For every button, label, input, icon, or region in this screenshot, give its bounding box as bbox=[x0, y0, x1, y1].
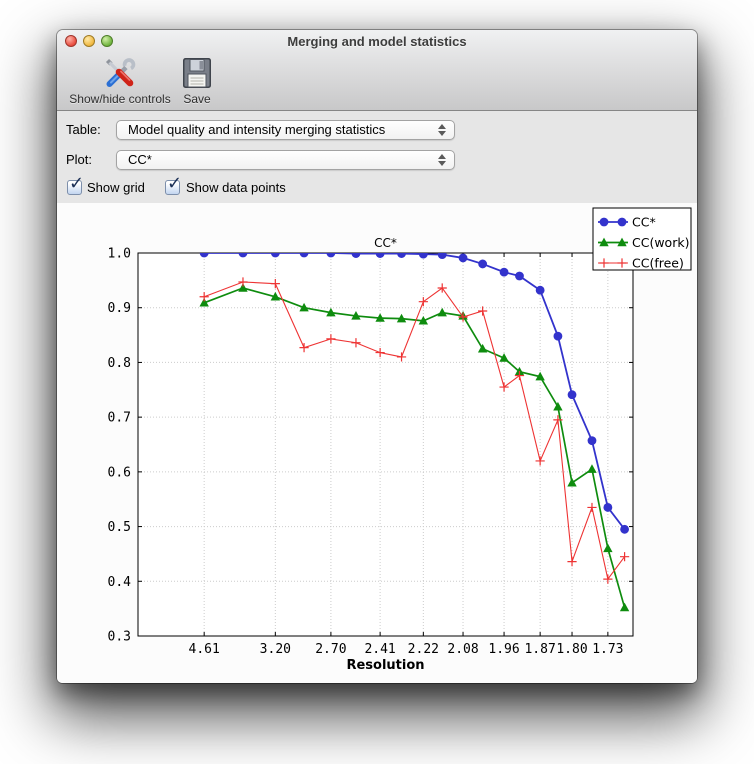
show-hide-controls-label: Show/hide controls bbox=[69, 92, 171, 106]
dropdown-arrows-icon bbox=[438, 154, 446, 166]
window-chrome: Merging and model statistics bbox=[57, 30, 697, 111]
series-cc-free bbox=[199, 277, 630, 584]
chart-title: CC* bbox=[374, 236, 397, 250]
svg-text:0.6: 0.6 bbox=[108, 465, 131, 480]
show-grid-label: Show grid bbox=[87, 180, 145, 195]
floppy-disk-icon bbox=[179, 55, 215, 91]
toolbar: Show/hide controls Save bbox=[57, 52, 697, 111]
crossed-tools-icon bbox=[102, 55, 138, 91]
plot-label: Plot: bbox=[66, 152, 93, 167]
svg-text:2.41: 2.41 bbox=[364, 642, 395, 657]
svg-text:1.87: 1.87 bbox=[524, 642, 555, 657]
svg-text:2.08: 2.08 bbox=[447, 642, 478, 657]
chart-svg: 4.61 3.20 2.70 2.41 2.22 2.08 1.96 1.87 1.80 1.73… bbox=[108, 207, 692, 673]
figure-area: 4.61 3.20 2.70 2.41 2.22 2.08 1.96 1.87 1.80 1.73… bbox=[57, 203, 697, 683]
titlebar[interactable]: Merging and model statistics bbox=[57, 30, 697, 52]
dropdown-arrows-icon bbox=[438, 124, 446, 136]
checkmark-icon: ✓ bbox=[167, 173, 183, 194]
save-label: Save bbox=[183, 92, 211, 106]
legend-entry-label: CC(work) bbox=[632, 235, 689, 250]
window-title: Merging and model statistics bbox=[287, 34, 467, 49]
x-axis-label: Resolution bbox=[346, 658, 424, 673]
plot-dropdown-value: CC* bbox=[128, 152, 152, 167]
svg-text:0.3: 0.3 bbox=[108, 630, 131, 645]
svg-text:3.20: 3.20 bbox=[260, 642, 291, 657]
svg-text:1.80: 1.80 bbox=[556, 642, 587, 657]
show-hide-controls-button[interactable]: Show/hide controls bbox=[60, 54, 180, 110]
app-window: Merging and model statistics bbox=[57, 30, 697, 683]
svg-text:2.22: 2.22 bbox=[408, 642, 439, 657]
series-cc bbox=[199, 253, 629, 534]
minimize-button[interactable] bbox=[83, 35, 95, 47]
svg-text:0.4: 0.4 bbox=[108, 575, 132, 590]
show-data-points-checkbox[interactable]: ✓ bbox=[165, 173, 182, 195]
svg-text:2.70: 2.70 bbox=[315, 642, 346, 657]
show-grid-checkbox[interactable]: ✓ bbox=[67, 173, 84, 195]
plot-dropdown[interactable]: CC* bbox=[116, 150, 455, 170]
svg-text:0.7: 0.7 bbox=[108, 411, 131, 426]
legend-entry-label: CC* bbox=[632, 215, 656, 230]
legend-entry-label: CC(free) bbox=[632, 256, 684, 271]
table-label: Table: bbox=[66, 122, 101, 137]
table-dropdown[interactable]: Model quality and intensity merging stat… bbox=[116, 120, 455, 140]
legend: CC* CC(work) CC(free) bbox=[592, 207, 692, 271]
svg-text:1.96: 1.96 bbox=[488, 642, 519, 657]
svg-text:0.5: 0.5 bbox=[108, 520, 131, 535]
close-button[interactable] bbox=[65, 35, 77, 47]
show-data-points-label: Show data points bbox=[186, 180, 286, 195]
svg-text:0.9: 0.9 bbox=[108, 301, 131, 316]
table-dropdown-value: Model quality and intensity merging stat… bbox=[128, 122, 386, 137]
svg-text:1.0: 1.0 bbox=[108, 247, 131, 262]
controls-panel: Table: Model quality and intensity mergi… bbox=[57, 112, 697, 203]
plot-area bbox=[138, 253, 633, 636]
zoom-button[interactable] bbox=[101, 35, 113, 47]
save-button[interactable]: Save bbox=[172, 54, 222, 110]
tick-labels: 4.61 3.20 2.70 2.41 2.22 2.08 1.96 1.87 1.80 1.73… bbox=[108, 247, 624, 658]
svg-text:4.61: 4.61 bbox=[189, 642, 220, 657]
svg-text:0.8: 0.8 bbox=[108, 356, 131, 371]
checkmark-icon: ✓ bbox=[69, 173, 85, 194]
svg-text:1.73: 1.73 bbox=[592, 642, 623, 657]
